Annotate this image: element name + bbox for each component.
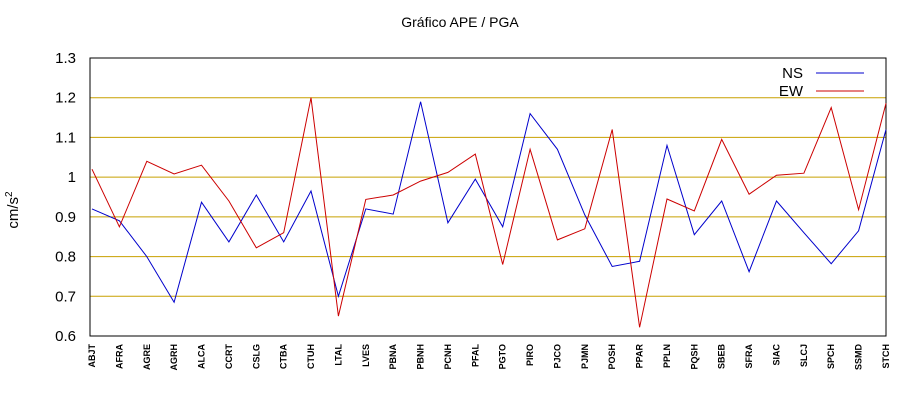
x-tick-label: PJMN (580, 344, 590, 369)
series-line-ew (91, 97, 887, 328)
x-tick-label: ALCA (197, 344, 207, 369)
x-tick-label: PJCO (552, 344, 562, 369)
x-tick-label: CTBA (279, 344, 289, 369)
x-tick-label: PBNH (416, 344, 426, 370)
x-tick-label: AFRA (114, 344, 124, 369)
x-tick-label: SFRA (744, 344, 754, 369)
x-tick-label: PPAR (635, 344, 645, 369)
x-tick-label: PGTO (498, 344, 508, 369)
chart-title: Gráfico APE / PGA (401, 14, 519, 30)
x-tick-label: POSH (607, 344, 617, 370)
y-tick-label: 0.6 (55, 328, 76, 345)
x-tick-label: AGRE (142, 344, 152, 370)
x-tick-label: STCH (881, 344, 891, 369)
y-tick-label: 0.9 (55, 209, 76, 226)
y-tick-label: 0.8 (55, 249, 76, 266)
legend-label: NS (782, 65, 803, 82)
x-tick-label: LTAL (333, 343, 343, 365)
y-tick-label: 0.7 (55, 288, 76, 305)
x-tick-label: SBEB (717, 344, 727, 370)
x-tick-label: SLCJ (799, 344, 809, 367)
y-tick-label: 1.1 (55, 129, 76, 146)
x-tick-label: PCNH (443, 344, 453, 370)
x-tick-label: PQSH (689, 344, 699, 370)
y-tick-label: 1 (68, 169, 76, 186)
x-tick-label: SIAC (771, 344, 781, 366)
x-tick-label: PPLN (662, 344, 672, 368)
x-tick-label: PFAL (470, 344, 480, 368)
x-tick-label: PBNA (388, 344, 398, 370)
legend-label: EW (779, 83, 804, 100)
series-line-ns (91, 101, 887, 304)
plot-frame (89, 57, 887, 337)
y-tick-label: 1.3 (55, 50, 76, 67)
x-tick-label: SSMD (854, 344, 864, 371)
x-tick-label: CCRT (224, 344, 234, 369)
x-tick-label: CSLG (251, 344, 261, 369)
x-tick-label: ABJT (87, 344, 97, 368)
x-tick-label: AGRH (169, 344, 179, 371)
x-tick-label: PIRO (525, 344, 535, 366)
y-tick-label: 1.2 (55, 90, 76, 107)
x-tick-label: CTUH (306, 344, 316, 369)
x-tick-label: SPCH (826, 344, 836, 369)
x-tick-label: LVES (361, 344, 371, 367)
